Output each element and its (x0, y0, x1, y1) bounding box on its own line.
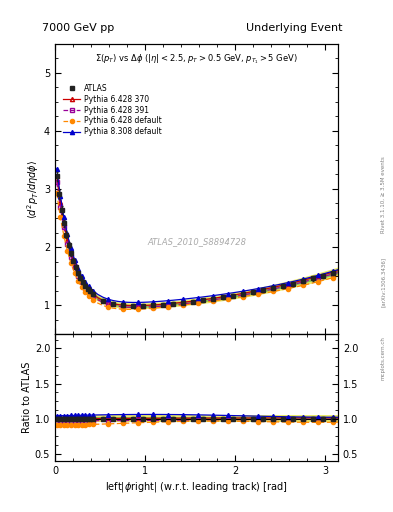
Text: Rivet 3.1.10, ≥ 3.5M events: Rivet 3.1.10, ≥ 3.5M events (381, 156, 386, 233)
Text: mcplots.cern.ch: mcplots.cern.ch (381, 336, 386, 380)
Text: 7000 GeV pp: 7000 GeV pp (42, 23, 115, 33)
Y-axis label: $\langle d^2 p_T/d\eta d\phi \rangle$: $\langle d^2 p_T/d\eta d\phi \rangle$ (25, 159, 41, 219)
Text: Underlying Event: Underlying Event (246, 23, 343, 33)
Y-axis label: Ratio to ATLAS: Ratio to ATLAS (22, 362, 32, 433)
Text: $\Sigma(p_T)$ vs $\Delta\phi$ ($|\eta| < 2.5$, $p_T > 0.5$ GeV, $p_{T_1} > 5$ Ge: $\Sigma(p_T)$ vs $\Delta\phi$ ($|\eta| <… (95, 52, 298, 66)
Text: ATLAS_2010_S8894728: ATLAS_2010_S8894728 (147, 237, 246, 246)
Legend: ATLAS, Pythia 6.428 370, Pythia 6.428 391, Pythia 6.428 default, Pythia 8.308 de: ATLAS, Pythia 6.428 370, Pythia 6.428 39… (60, 81, 165, 139)
X-axis label: left|$\phi$right| (w.r.t. leading track) [rad]: left|$\phi$right| (w.r.t. leading track)… (105, 480, 288, 494)
Text: [arXiv:1306.3436]: [arXiv:1306.3436] (381, 257, 386, 307)
